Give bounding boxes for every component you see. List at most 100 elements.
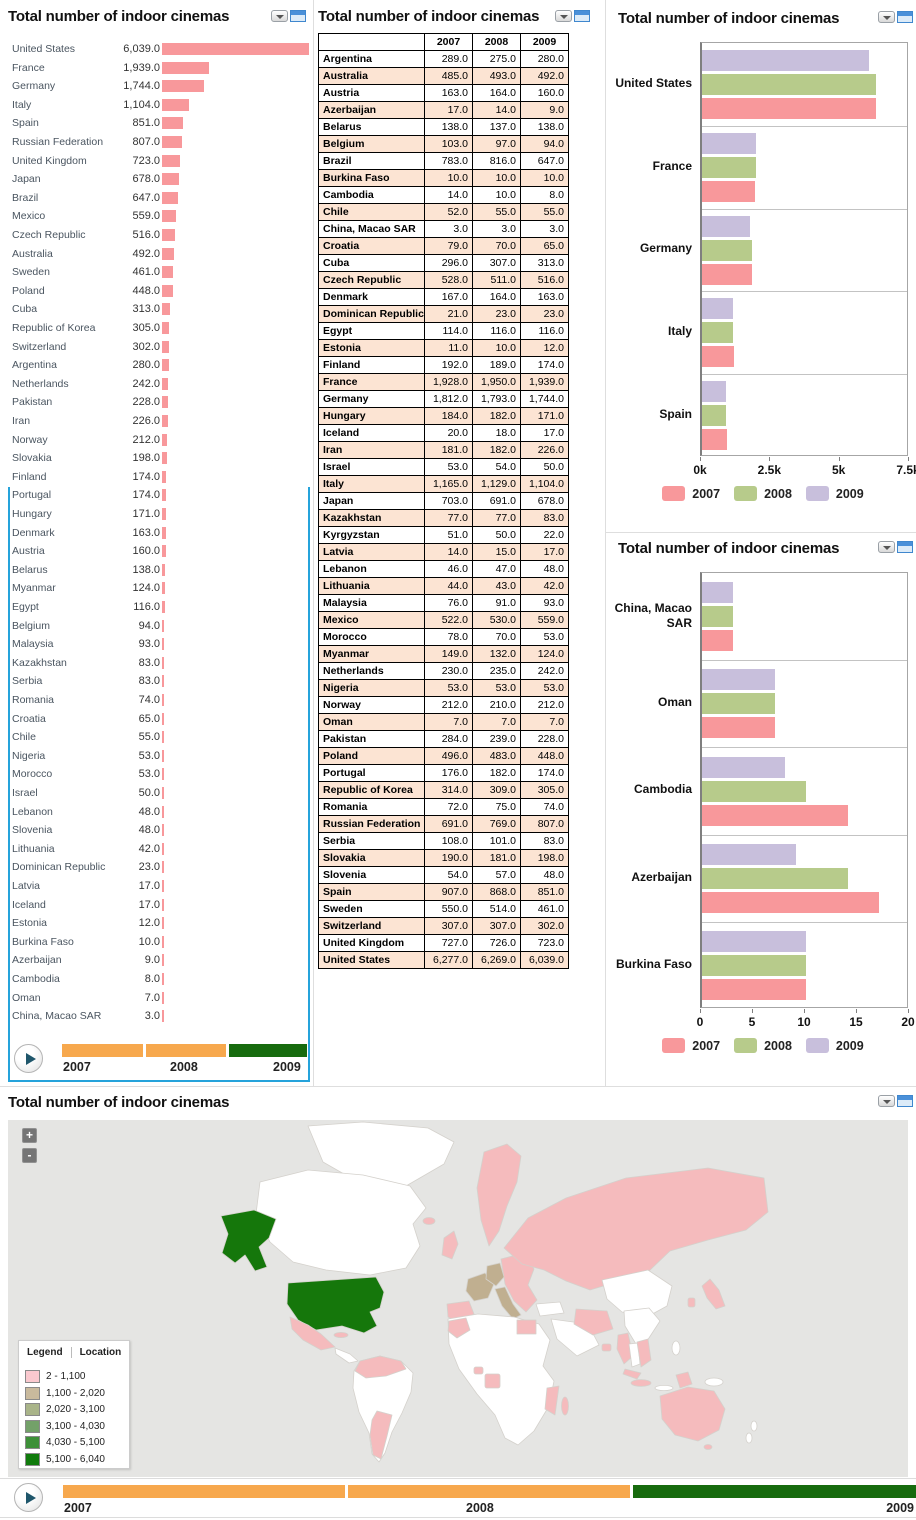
list-item[interactable]: Germany 1,744.0 [8,77,308,96]
list-item[interactable]: Dominican Republic 23.0 [8,858,308,877]
list-item[interactable]: Denmark 163.0 [8,524,308,543]
table-row[interactable]: Romania 72.0 75.0 74.0 [318,798,569,816]
central-america[interactable] [334,1347,359,1364]
table-row[interactable]: Poland 496.0 483.0 448.0 [318,747,569,765]
table-row[interactable]: Lithuania 44.0 43.0 42.0 [318,577,569,595]
timeline-segment-2007[interactable] [62,1044,143,1057]
table-row[interactable]: Israel 53.0 54.0 50.0 [318,458,569,476]
table-row[interactable]: Germany 1,812.0 1,793.0 1,744.0 [318,390,569,408]
list-item[interactable]: Belgium 94.0 [8,617,308,636]
chevron-down-icon[interactable] [555,10,572,22]
table-row[interactable]: Belgium 103.0 97.0 94.0 [318,135,569,153]
canada[interactable] [255,1169,427,1276]
table-row[interactable]: Australia 485.0 493.0 492.0 [318,67,569,85]
table-row[interactable]: Egypt 114.0 116.0 116.0 [318,322,569,340]
list-item[interactable]: Lithuania 42.0 [8,840,308,859]
list-item[interactable]: Netherlands 242.0 [8,375,308,394]
japan[interactable] [701,1278,726,1310]
maximize-icon[interactable] [897,541,913,553]
table-row[interactable]: Argentina 289.0 275.0 280.0 [318,50,569,68]
table-row[interactable]: Republic of Korea 314.0 309.0 305.0 [318,781,569,799]
table-row[interactable]: Croatia 79.0 70.0 65.0 [318,237,569,255]
new-guinea[interactable] [704,1377,724,1387]
table-row[interactable]: Brazil 783.0 816.0 647.0 [318,152,569,170]
list-item[interactable]: Lebanon 48.0 [8,803,308,822]
list-item[interactable]: Brazil 647.0 [8,189,308,208]
list-item[interactable]: Mexico 559.0 [8,207,308,226]
table-row[interactable]: Nigeria 53.0 53.0 53.0 [318,679,569,697]
list-item[interactable]: Slovenia 48.0 [8,821,308,840]
philippines[interactable] [671,1340,681,1356]
table-row[interactable]: Estonia 11.0 10.0 12.0 [318,339,569,357]
timeline-segment-2008[interactable] [146,1044,226,1057]
table-row[interactable]: Burkina Faso 10.0 10.0 10.0 [318,169,569,187]
list-item[interactable]: Egypt 116.0 [8,598,308,617]
list-item[interactable]: Chile 55.0 [8,728,308,747]
south-america[interactable] [352,1355,414,1463]
cuba[interactable] [333,1331,349,1338]
table-row[interactable]: Chile 52.0 55.0 55.0 [318,203,569,221]
list-item[interactable]: Spain 851.0 [8,114,308,133]
chevron-down-icon[interactable] [878,11,895,23]
list-item[interactable]: United Kingdom 723.0 [8,152,308,171]
nigeria[interactable] [484,1373,501,1389]
list-item[interactable]: France 1,939.0 [8,59,308,78]
maximize-icon[interactable] [290,10,306,22]
south-america-north[interactable] [354,1355,407,1379]
list-item[interactable]: Nigeria 53.0 [8,747,308,766]
malaysia[interactable] [622,1368,642,1380]
table-row[interactable]: China, Macao SAR 3.0 3.0 3.0 [318,220,569,238]
myanmar[interactable] [616,1332,634,1365]
list-item[interactable]: Sweden 461.0 [8,263,308,282]
table-row[interactable]: Kazakhstan 77.0 77.0 83.0 [318,509,569,527]
table-row[interactable]: Mexico 522.0 530.0 559.0 [318,611,569,629]
list-item[interactable]: Romania 74.0 [8,691,308,710]
sumatra[interactable] [630,1379,652,1387]
table-row[interactable]: Cuba 296.0 307.0 313.0 [318,254,569,272]
table-row[interactable]: Myanmar 149.0 132.0 124.0 [318,645,569,663]
chevron-down-icon[interactable] [878,1095,895,1107]
table-row[interactable]: Finland 192.0 189.0 174.0 [318,356,569,374]
table-row[interactable]: Slovakia 190.0 181.0 198.0 [318,849,569,867]
list-item[interactable]: Kazakhstan 83.0 [8,654,308,673]
table-row[interactable]: Azerbaijan 17.0 14.0 9.0 [318,101,569,119]
list-item[interactable]: Slovakia 198.0 [8,449,308,468]
list-item[interactable]: Iceland 17.0 [8,896,308,915]
madagascar[interactable] [561,1396,569,1416]
chevron-down-icon[interactable] [271,10,288,22]
list-item[interactable]: Belarus 138.0 [8,561,308,580]
table-row[interactable]: Lebanon 46.0 47.0 48.0 [318,560,569,578]
mexico[interactable] [289,1316,336,1351]
play-icon[interactable] [14,1483,43,1512]
list-item[interactable]: Cuba 313.0 [8,300,308,319]
list-item[interactable]: Myanmar 124.0 [8,579,308,598]
plus-icon[interactable]: + [22,1128,37,1143]
play-icon[interactable] [14,1044,43,1073]
burkina-faso[interactable] [473,1366,484,1375]
list-item[interactable]: Australia 492.0 [8,245,308,264]
list-item[interactable]: United States 6,039.0 [8,40,309,59]
list-item[interactable]: Switzerland 302.0 [8,338,308,357]
scandinavia[interactable] [476,1143,522,1247]
maximize-icon[interactable] [897,11,913,23]
list-item[interactable]: China, Macao SAR 3.0 [8,1007,308,1026]
list-item[interactable]: Finland 174.0 [8,468,308,487]
list-item[interactable]: Portugal 174.0 [8,486,308,505]
list-item[interactable]: Japan 678.0 [8,170,308,189]
iran[interactable] [573,1308,614,1336]
list-item[interactable]: Serbia 83.0 [8,672,308,691]
timeline-segment-2009[interactable] [633,1485,916,1498]
list-item[interactable]: Iran 226.0 [8,412,308,431]
timeline-segment-2008[interactable] [348,1485,630,1498]
list-item[interactable]: Hungary 171.0 [8,505,308,524]
morocco[interactable] [447,1317,471,1339]
united-states[interactable] [286,1276,385,1334]
world-map[interactable] [8,1120,908,1477]
timeline-segment-2009[interactable] [229,1044,307,1057]
maximize-icon[interactable] [897,1095,913,1107]
iceland[interactable] [422,1217,436,1225]
list-item[interactable]: Latvia 17.0 [8,877,308,896]
table-row[interactable]: Belarus 138.0 137.0 138.0 [318,118,569,136]
table-row[interactable]: Malaysia 76.0 91.0 93.0 [318,594,569,612]
table-row[interactable]: Russian Federation 691.0 769.0 807.0 [318,815,569,833]
